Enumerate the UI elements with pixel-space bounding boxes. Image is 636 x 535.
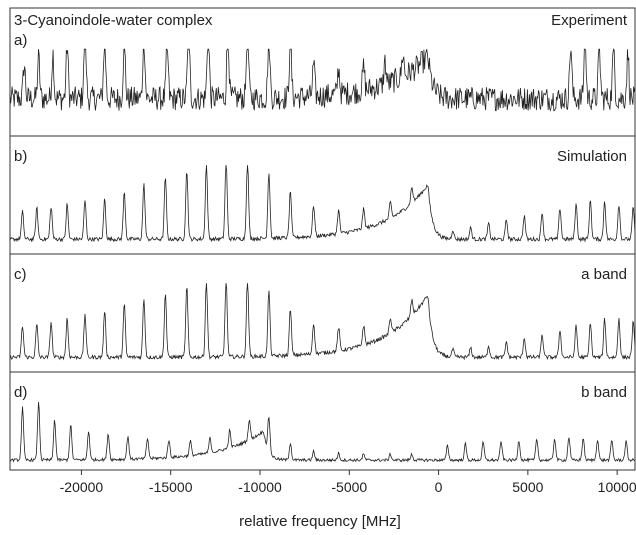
x-tick-label: -20000: [60, 479, 104, 495]
series-line-b: [9, 165, 636, 243]
x-tick-label: -10000: [238, 479, 282, 495]
x-tick-label: 10000: [598, 479, 636, 495]
x-axis-title: relative frequency [MHz]: [239, 513, 401, 530]
chart-title: 3-Cyanoindole-water complex: [14, 12, 213, 29]
panel-c: c) a band: [9, 253, 636, 373]
x-tick-label: 5000: [512, 479, 543, 495]
series-line-c: [9, 283, 636, 361]
panel-label: d): [14, 384, 27, 401]
x-axis: -20000 -15000 -10000 -5000 0 5000 10000: [60, 470, 636, 495]
panel-tag: Experiment: [551, 12, 628, 29]
series-line-d: [9, 402, 636, 463]
panel-a: 3-Cyanoindole-water complex a) Experiment: [9, 7, 636, 137]
panel-tag: Simulation: [557, 148, 627, 165]
x-tick-label: -15000: [149, 479, 193, 495]
panel-b: b) Simulation: [9, 135, 636, 255]
panel-tag: a band: [581, 266, 627, 283]
panel-d: d) b band: [9, 371, 636, 471]
panel-label: c): [14, 266, 27, 283]
panel-frame: [9, 371, 636, 471]
panel-label: b): [14, 148, 27, 165]
x-tick-label: 0: [435, 479, 443, 495]
panel-frame: [9, 253, 636, 373]
panel-label: a): [14, 32, 27, 49]
panel-tag: b band: [581, 384, 627, 401]
panel-frame: [9, 135, 636, 255]
x-tick-label: -5000: [331, 479, 367, 495]
series-line-a: [9, 48, 636, 112]
panels-group: 3-Cyanoindole-water complex a) Experiment b…: [9, 7, 636, 471]
